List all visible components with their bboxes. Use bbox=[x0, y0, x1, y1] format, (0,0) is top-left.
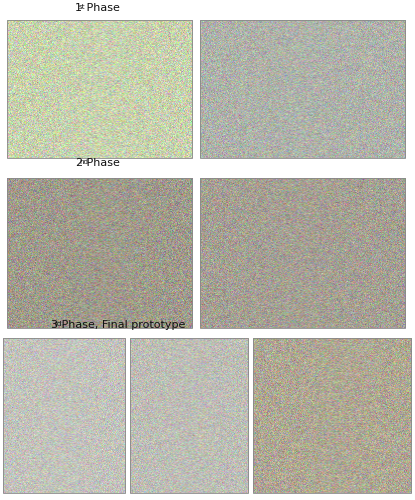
Text: rd: rd bbox=[54, 321, 61, 327]
Text: 3: 3 bbox=[50, 320, 57, 330]
Text: Phase: Phase bbox=[83, 3, 120, 13]
Text: Phase, Final prototype: Phase, Final prototype bbox=[58, 320, 186, 330]
Bar bbox=[7, 178, 192, 328]
Text: 1: 1 bbox=[75, 3, 82, 13]
Bar bbox=[3, 338, 125, 493]
Bar bbox=[200, 178, 405, 328]
Bar bbox=[7, 20, 192, 158]
Bar bbox=[253, 338, 411, 493]
Text: 2: 2 bbox=[75, 158, 82, 168]
Text: st: st bbox=[79, 4, 85, 10]
Bar bbox=[130, 338, 248, 493]
Text: nd: nd bbox=[79, 159, 88, 165]
Text: Phase: Phase bbox=[83, 158, 120, 168]
Bar bbox=[200, 20, 405, 158]
